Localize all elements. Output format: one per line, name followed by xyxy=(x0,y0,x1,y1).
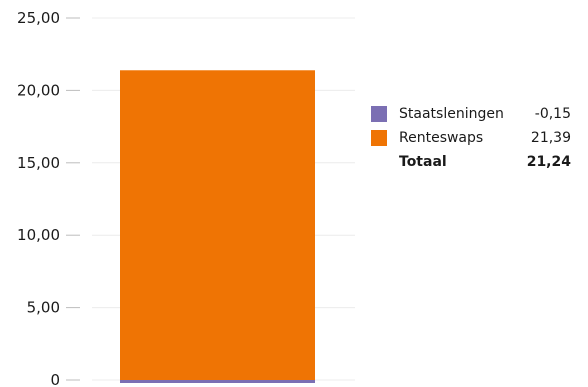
y-tick-label: 5,00 xyxy=(27,299,60,317)
legend-label: Staatsleningen xyxy=(399,106,504,122)
legend-value: 21,39 xyxy=(530,130,571,146)
bar-renteswaps xyxy=(120,70,315,380)
y-tick-label: 0 xyxy=(50,371,60,387)
legend-value: -0,15 xyxy=(534,106,571,122)
legend-swatch-staatsleningen xyxy=(371,106,387,122)
bar-staatsleningen xyxy=(120,379,315,383)
y-tick-label: 10,00 xyxy=(17,226,60,244)
legend-total-value: 21,24 xyxy=(526,154,571,170)
legend-swatch-renteswaps xyxy=(371,130,387,146)
y-tick-label: 25,00 xyxy=(17,9,60,27)
y-tick-label: 20,00 xyxy=(17,81,60,99)
legend-total-label: Totaal xyxy=(399,154,447,170)
legend-label: Renteswaps xyxy=(399,130,484,146)
y-tick-label: 15,00 xyxy=(17,154,60,172)
